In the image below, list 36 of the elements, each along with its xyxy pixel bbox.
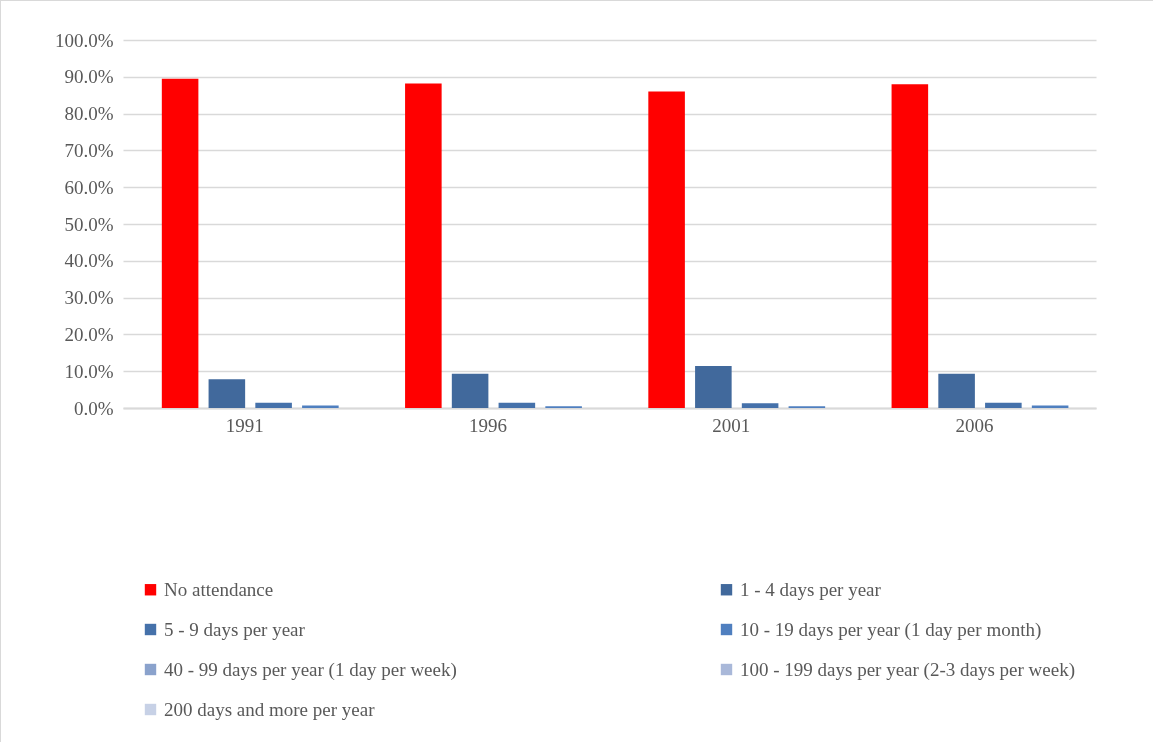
bar — [255, 402, 292, 408]
y-tick-label: 100.0% — [54, 29, 114, 51]
x-tick-label: 2001 — [712, 414, 751, 436]
legend-label: 10 - 19 days per year (1 day per month) — [740, 618, 1042, 641]
bar — [405, 83, 442, 408]
x-tick-label: 1991 — [225, 414, 264, 436]
y-tick-label: 50.0% — [64, 213, 114, 235]
legend-label: 40 - 99 days per year (1 day per week) — [164, 658, 457, 681]
bar — [891, 84, 929, 408]
y-tick-label: 40.0% — [64, 250, 114, 272]
bar — [938, 373, 975, 408]
y-tick-label: 0.0% — [73, 397, 114, 419]
bar — [1031, 405, 1069, 408]
bar — [741, 403, 779, 408]
bar — [302, 405, 339, 408]
y-tick-label: 80.0% — [64, 103, 114, 125]
bar — [208, 379, 246, 408]
bar — [985, 402, 1022, 408]
y-tick-label: 20.0% — [64, 323, 114, 345]
legend-label: 200 days and more per year — [164, 698, 376, 720]
y-tick-label: 90.0% — [64, 66, 114, 88]
x-tick-label: 1996 — [468, 414, 507, 436]
bar — [648, 91, 685, 408]
bar — [695, 366, 732, 408]
x-tick-label: 2006 — [955, 414, 994, 436]
y-tick-label: 30.0% — [64, 287, 114, 309]
legend-label: 1 - 4 days per year — [740, 578, 882, 600]
y-tick-label: 10.0% — [64, 360, 114, 382]
bar — [161, 78, 199, 408]
y-tick-label: 60.0% — [64, 176, 114, 198]
legend-label: 5 - 9 days per year — [164, 618, 306, 640]
legend-label: 100 - 199 days per year (2-3 days per week) — [740, 658, 1076, 681]
y-tick-label: 70.0% — [64, 139, 114, 161]
bar — [498, 402, 536, 408]
legend-label: No attendance — [164, 578, 274, 600]
bar — [451, 373, 489, 408]
